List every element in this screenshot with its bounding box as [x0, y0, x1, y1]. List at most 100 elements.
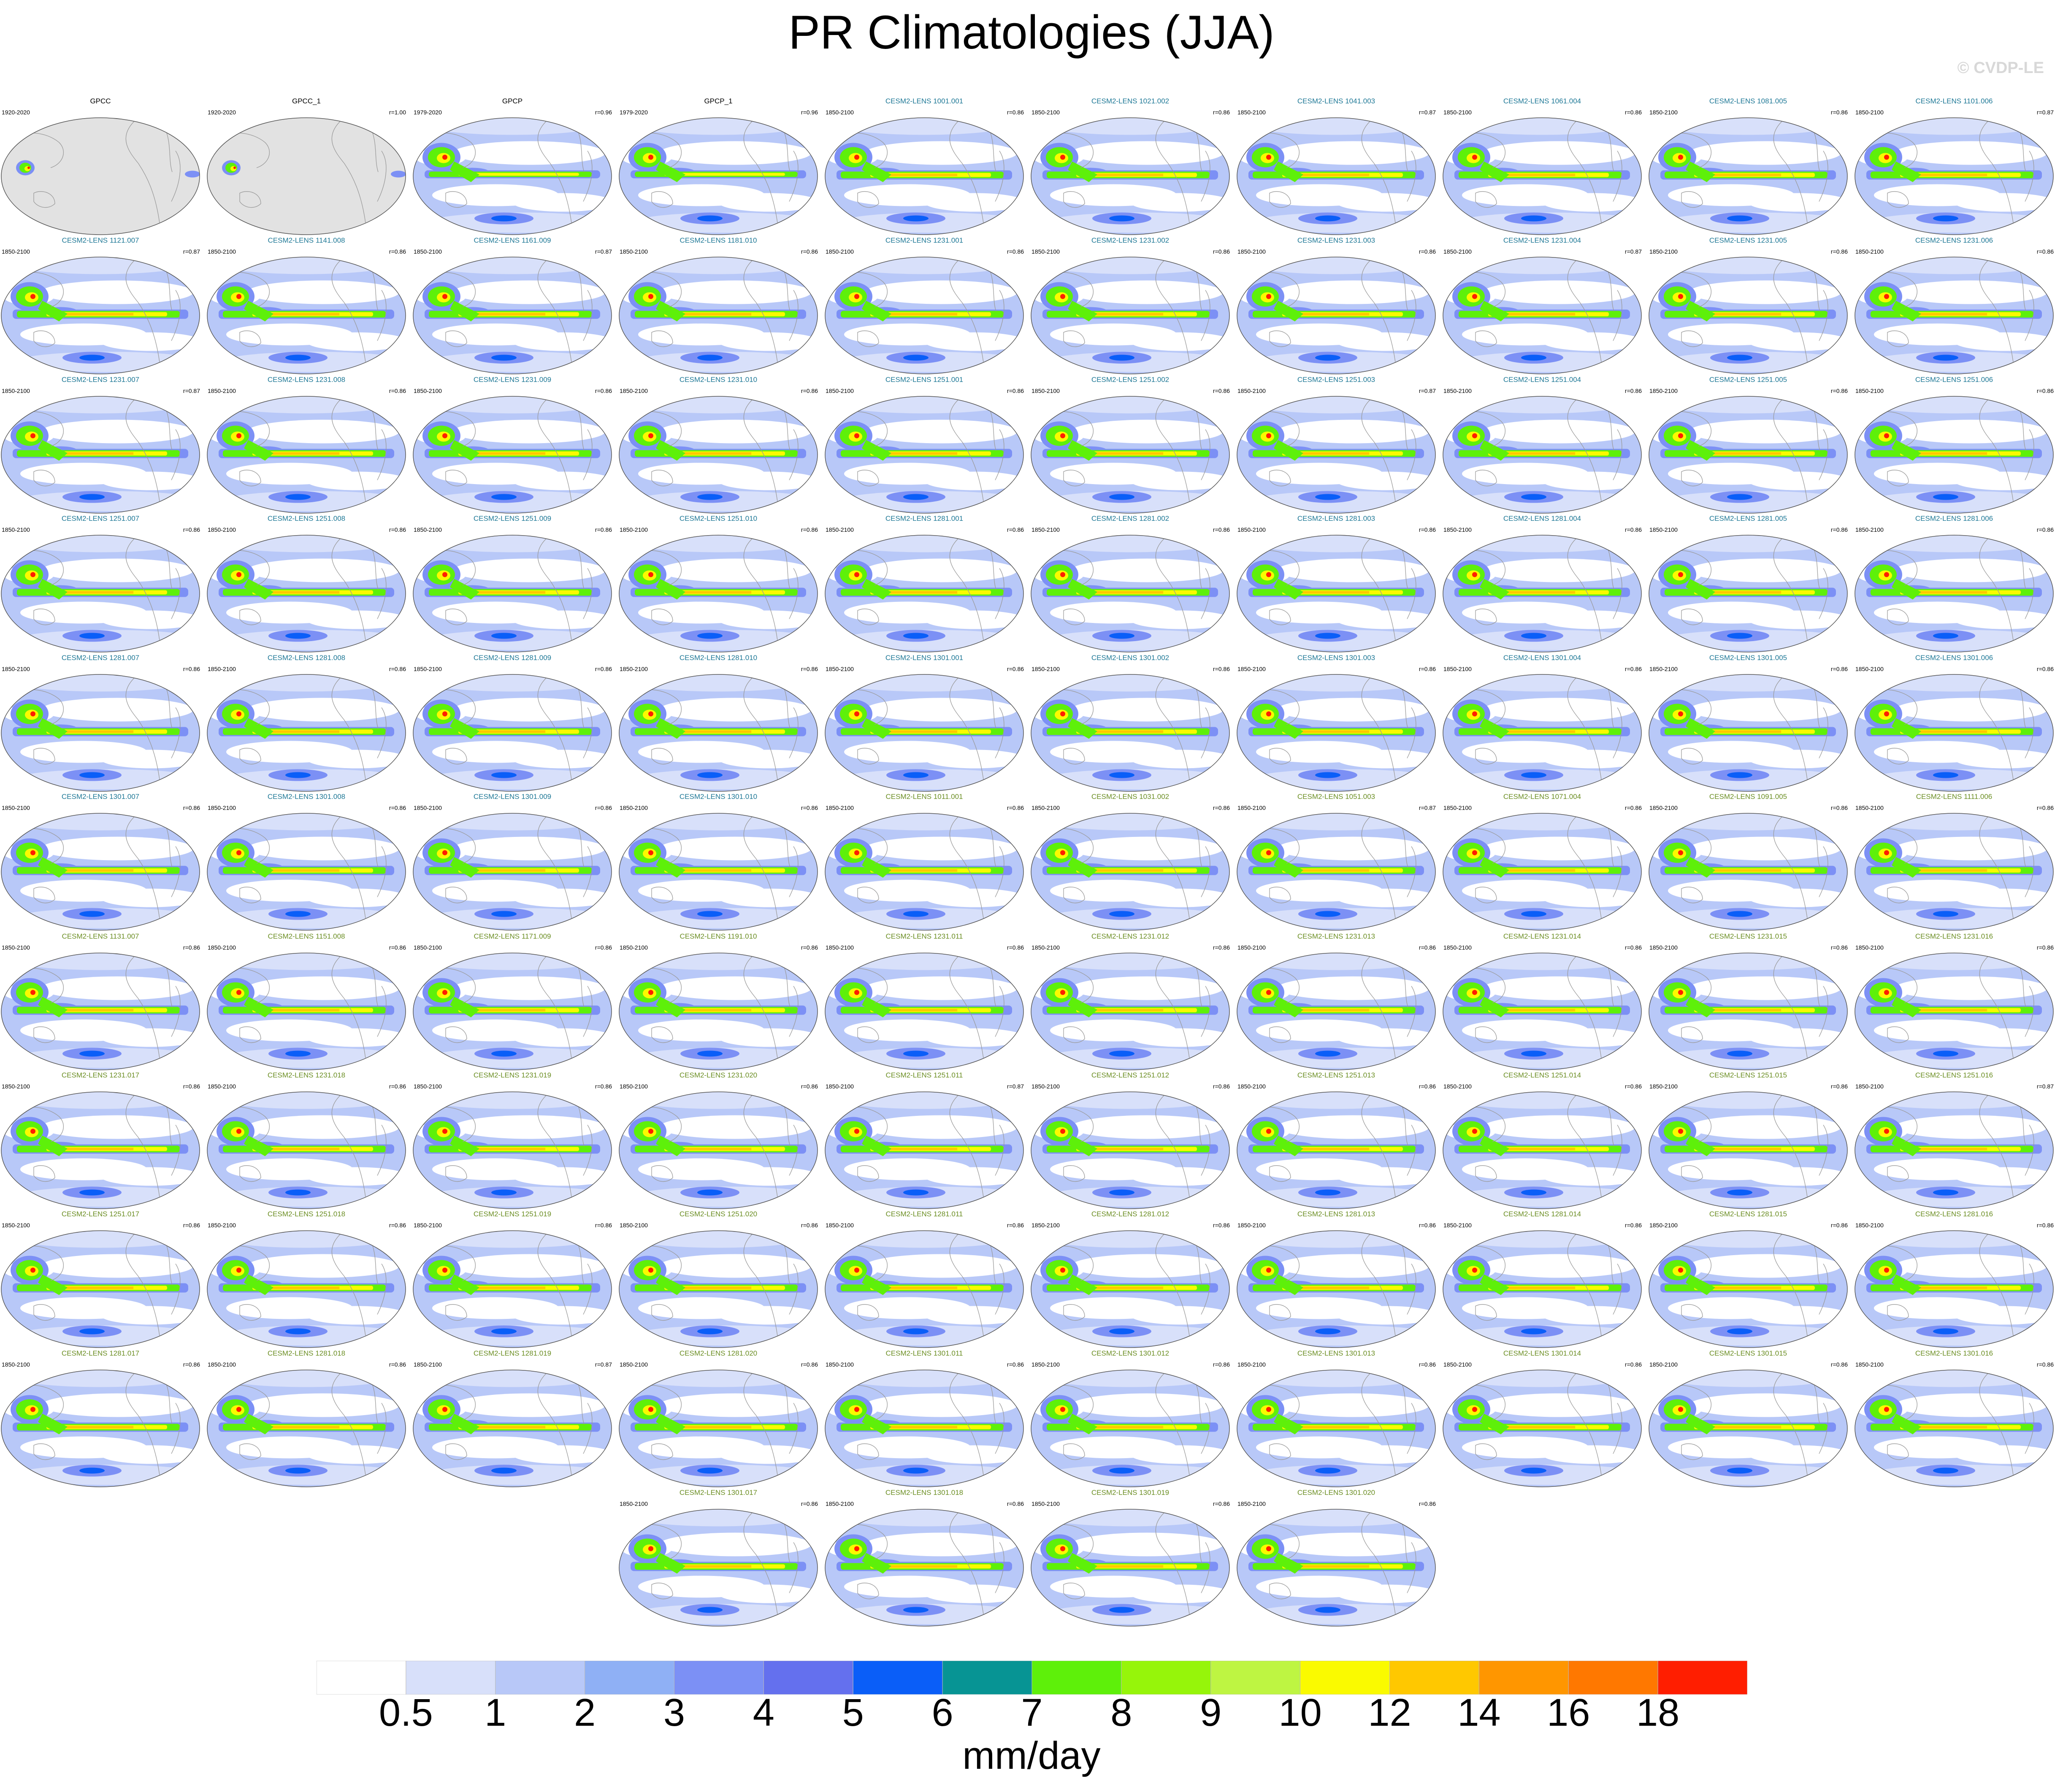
panel-correlation: r=0.86 [1624, 1222, 1642, 1229]
map [1855, 1091, 2054, 1209]
storm-track-core [1109, 1607, 1134, 1613]
panel-years: 1850-2100 [2, 387, 30, 394]
storm-track-core [491, 633, 517, 639]
spcz-branch [1480, 300, 1509, 322]
coastline [1361, 539, 1396, 640]
light-band [1046, 1231, 1215, 1248]
colorbar-tick-label: 4 [753, 1691, 774, 1734]
panel-years: 1850-2100 [1237, 944, 1266, 951]
coastline [1063, 191, 1085, 208]
light-band [634, 813, 803, 831]
map-border [1443, 117, 1642, 235]
map-panel: GPCP 1979-2020 r=0.96 [412, 97, 613, 236]
coastline [377, 568, 387, 619]
atlantic-itcz [1987, 173, 2017, 177]
panel-correlation: r=0.86 [1419, 666, 1436, 672]
map-field [1237, 1231, 1435, 1348]
panel-title: CESM2-LENS 1231.014 [1503, 932, 1581, 940]
dry-zone [453, 280, 605, 304]
map [1237, 813, 1436, 931]
coastline [1681, 330, 1703, 347]
storm-track-core [79, 494, 105, 500]
colorbar [317, 1661, 1747, 1695]
map-panel: CESM2-LENS 1281.004 1850-2100 r=0.86 [1442, 514, 1643, 653]
panel-title: CESM2-LENS 1131.007 [62, 932, 139, 940]
map-panel: CESM2-LENS 1171.009 1850-2100 r=0.86 [412, 932, 613, 1071]
coastline [1201, 151, 1210, 202]
coastline [1475, 191, 1497, 208]
panel-years: 1979-2020 [620, 109, 648, 116]
panel-correlation: r=0.86 [2036, 526, 2054, 533]
map-field [1443, 674, 1641, 791]
panel-years: 1850-2100 [1443, 1361, 1472, 1368]
coastline [1773, 539, 1808, 640]
storm-track-core [697, 911, 723, 917]
dry-zone [1954, 471, 2053, 490]
monsoon-peak [442, 1267, 447, 1273]
dry-zone [1336, 610, 1435, 629]
panel-correlation: r=0.86 [2036, 944, 2054, 951]
map [1649, 396, 1848, 514]
panel-correlation: r=0.87 [2036, 1083, 2054, 1090]
coastline [583, 151, 593, 202]
dry-zone [924, 332, 1023, 351]
colorbar-tick-label: 12 [1368, 1691, 1411, 1734]
monsoon-peak [30, 294, 35, 299]
dry-zone [1130, 1306, 1229, 1325]
coastline [1681, 609, 1703, 625]
panel-correlation: r=0.86 [1007, 526, 1024, 533]
spcz-branch [1686, 440, 1715, 461]
panel-correlation: r=0.86 [1830, 109, 1848, 116]
storm-track-core [1521, 633, 1546, 639]
map-border [1237, 117, 1436, 235]
panel-correlation: r=0.86 [1213, 944, 1230, 951]
storm-track-core [79, 1328, 105, 1335]
light-band [1046, 1370, 1215, 1387]
coastline [995, 151, 1004, 202]
map-panel: CESM2-LENS 1231.019 1850-2100 r=0.86 [412, 1071, 613, 1210]
coastline [125, 121, 160, 223]
dry-zone [1954, 750, 2053, 769]
map-field [619, 813, 818, 930]
monsoon-peak [442, 433, 447, 439]
map-panel: CESM2-LENS 1231.004 1850-2100 r=0.87 [1442, 236, 1643, 375]
dry-zone [1277, 558, 1429, 582]
light-band [1664, 535, 1833, 552]
panel-years: 1850-2100 [1649, 666, 1678, 672]
dry-zone [1689, 280, 1841, 304]
dry-zone [1071, 558, 1223, 582]
dry-zone [1130, 1028, 1229, 1047]
coastline [857, 330, 879, 347]
map-border [1443, 535, 1642, 652]
map [1237, 535, 1436, 652]
coastline [789, 290, 799, 341]
map-border [1237, 535, 1436, 652]
atlantic-itcz [545, 173, 575, 176]
storm-track-core [79, 1189, 105, 1196]
panel-correlation: r=0.86 [1213, 1500, 1230, 1507]
colorbar-tick-label: 10 [1278, 1691, 1322, 1734]
panel-title: CESM2-LENS 1021.002 [1091, 97, 1170, 105]
dry-zone [865, 280, 1017, 304]
panel-years: 1850-2100 [1649, 526, 1678, 533]
map [413, 953, 612, 1070]
light-band [1870, 1092, 2039, 1109]
map-field [1649, 1231, 1847, 1348]
map-field [825, 118, 1023, 235]
storm-track-core [285, 911, 311, 917]
panel-correlation: r=0.86 [389, 1222, 406, 1229]
storm-track-core [1521, 1050, 1546, 1057]
map [1443, 1370, 1642, 1487]
coastline [1155, 121, 1190, 223]
monsoon-peak [1060, 1129, 1065, 1134]
panel-years: 1850-2100 [1237, 666, 1266, 672]
coastline [1613, 568, 1622, 619]
storm-track-core [903, 1607, 929, 1613]
map-panel: CESM2-LENS 1231.003 1850-2100 r=0.86 [1236, 236, 1437, 375]
map-panel: CESM2-LENS 1231.009 1850-2100 r=0.86 [412, 376, 613, 514]
spcz-branch [1686, 300, 1715, 322]
dry-zone [1895, 280, 2047, 304]
land-rain [391, 171, 406, 178]
panel-correlation: r=0.86 [183, 804, 200, 811]
map [1031, 1091, 1230, 1209]
